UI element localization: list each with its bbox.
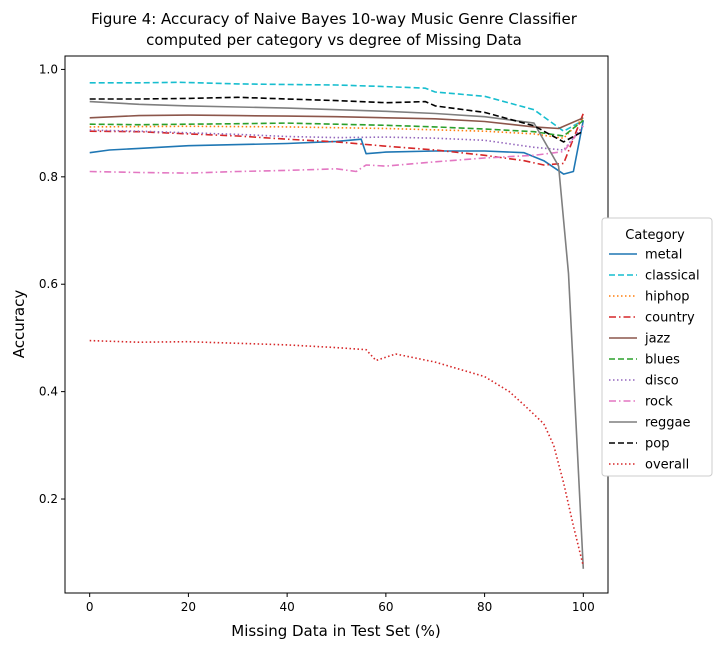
- series-line-metal: [89, 120, 585, 175]
- legend-label-pop: pop: [645, 437, 669, 452]
- legend-label-hiphop: hiphop: [645, 290, 690, 305]
- legend-box: [601, 217, 713, 477]
- y-tick-label: 0.4: [39, 385, 58, 399]
- x-axis-label: Missing Data in Test Set (%): [231, 622, 440, 640]
- legend-label-metal: metal: [645, 248, 682, 263]
- x-tick-label: 100: [572, 600, 595, 614]
- y-axis: 0.2 0.4 0.6 0.8 1.0: [39, 62, 65, 506]
- y-tick-label: 1.0: [39, 62, 58, 76]
- legend-label-rock: rock: [645, 395, 673, 410]
- y-tick-label: 0.2: [39, 492, 58, 506]
- x-axis: 0 20 40 60 80 100: [86, 593, 595, 614]
- series-line-blues: [89, 119, 584, 137]
- legend-label-classical: classical: [645, 269, 700, 284]
- y-tick-label: 0.6: [39, 277, 58, 291]
- x-tick-label: 20: [181, 600, 196, 614]
- legend-label-overall: overall: [645, 458, 689, 473]
- series-line-rock: [89, 125, 584, 174]
- legend-label-disco: disco: [645, 374, 679, 389]
- chart-title-line2: computed per category vs degree of Missi…: [146, 31, 522, 49]
- x-tick-label: 60: [378, 600, 393, 614]
- y-axis-label: Accuracy: [10, 290, 28, 359]
- legend: Category metal classical hiphop country jazz…: [601, 217, 713, 477]
- series-line-reggae: [89, 100, 585, 569]
- legend-label-country: country: [645, 311, 695, 326]
- legend-title: Category: [625, 228, 685, 243]
- x-tick-label: 40: [279, 600, 294, 614]
- legend-label-reggae: reggae: [645, 416, 691, 431]
- x-tick-label: 80: [477, 600, 492, 614]
- series-line-jazz: [89, 114, 584, 130]
- legend-label-jazz: jazz: [644, 332, 670, 347]
- x-tick-label: 0: [86, 600, 94, 614]
- series-line-hiphop: [89, 117, 584, 139]
- legend-label-blues: blues: [645, 353, 680, 368]
- series-line-country: [89, 113, 585, 166]
- series-line-overall: [89, 339, 585, 567]
- y-tick-label: 0.8: [39, 170, 58, 184]
- series-layer: [89, 81, 585, 569]
- plot-frame: [64, 55, 609, 594]
- chart-title-line1: Figure 4: Accuracy of Naive Bayes 10-way…: [91, 10, 578, 28]
